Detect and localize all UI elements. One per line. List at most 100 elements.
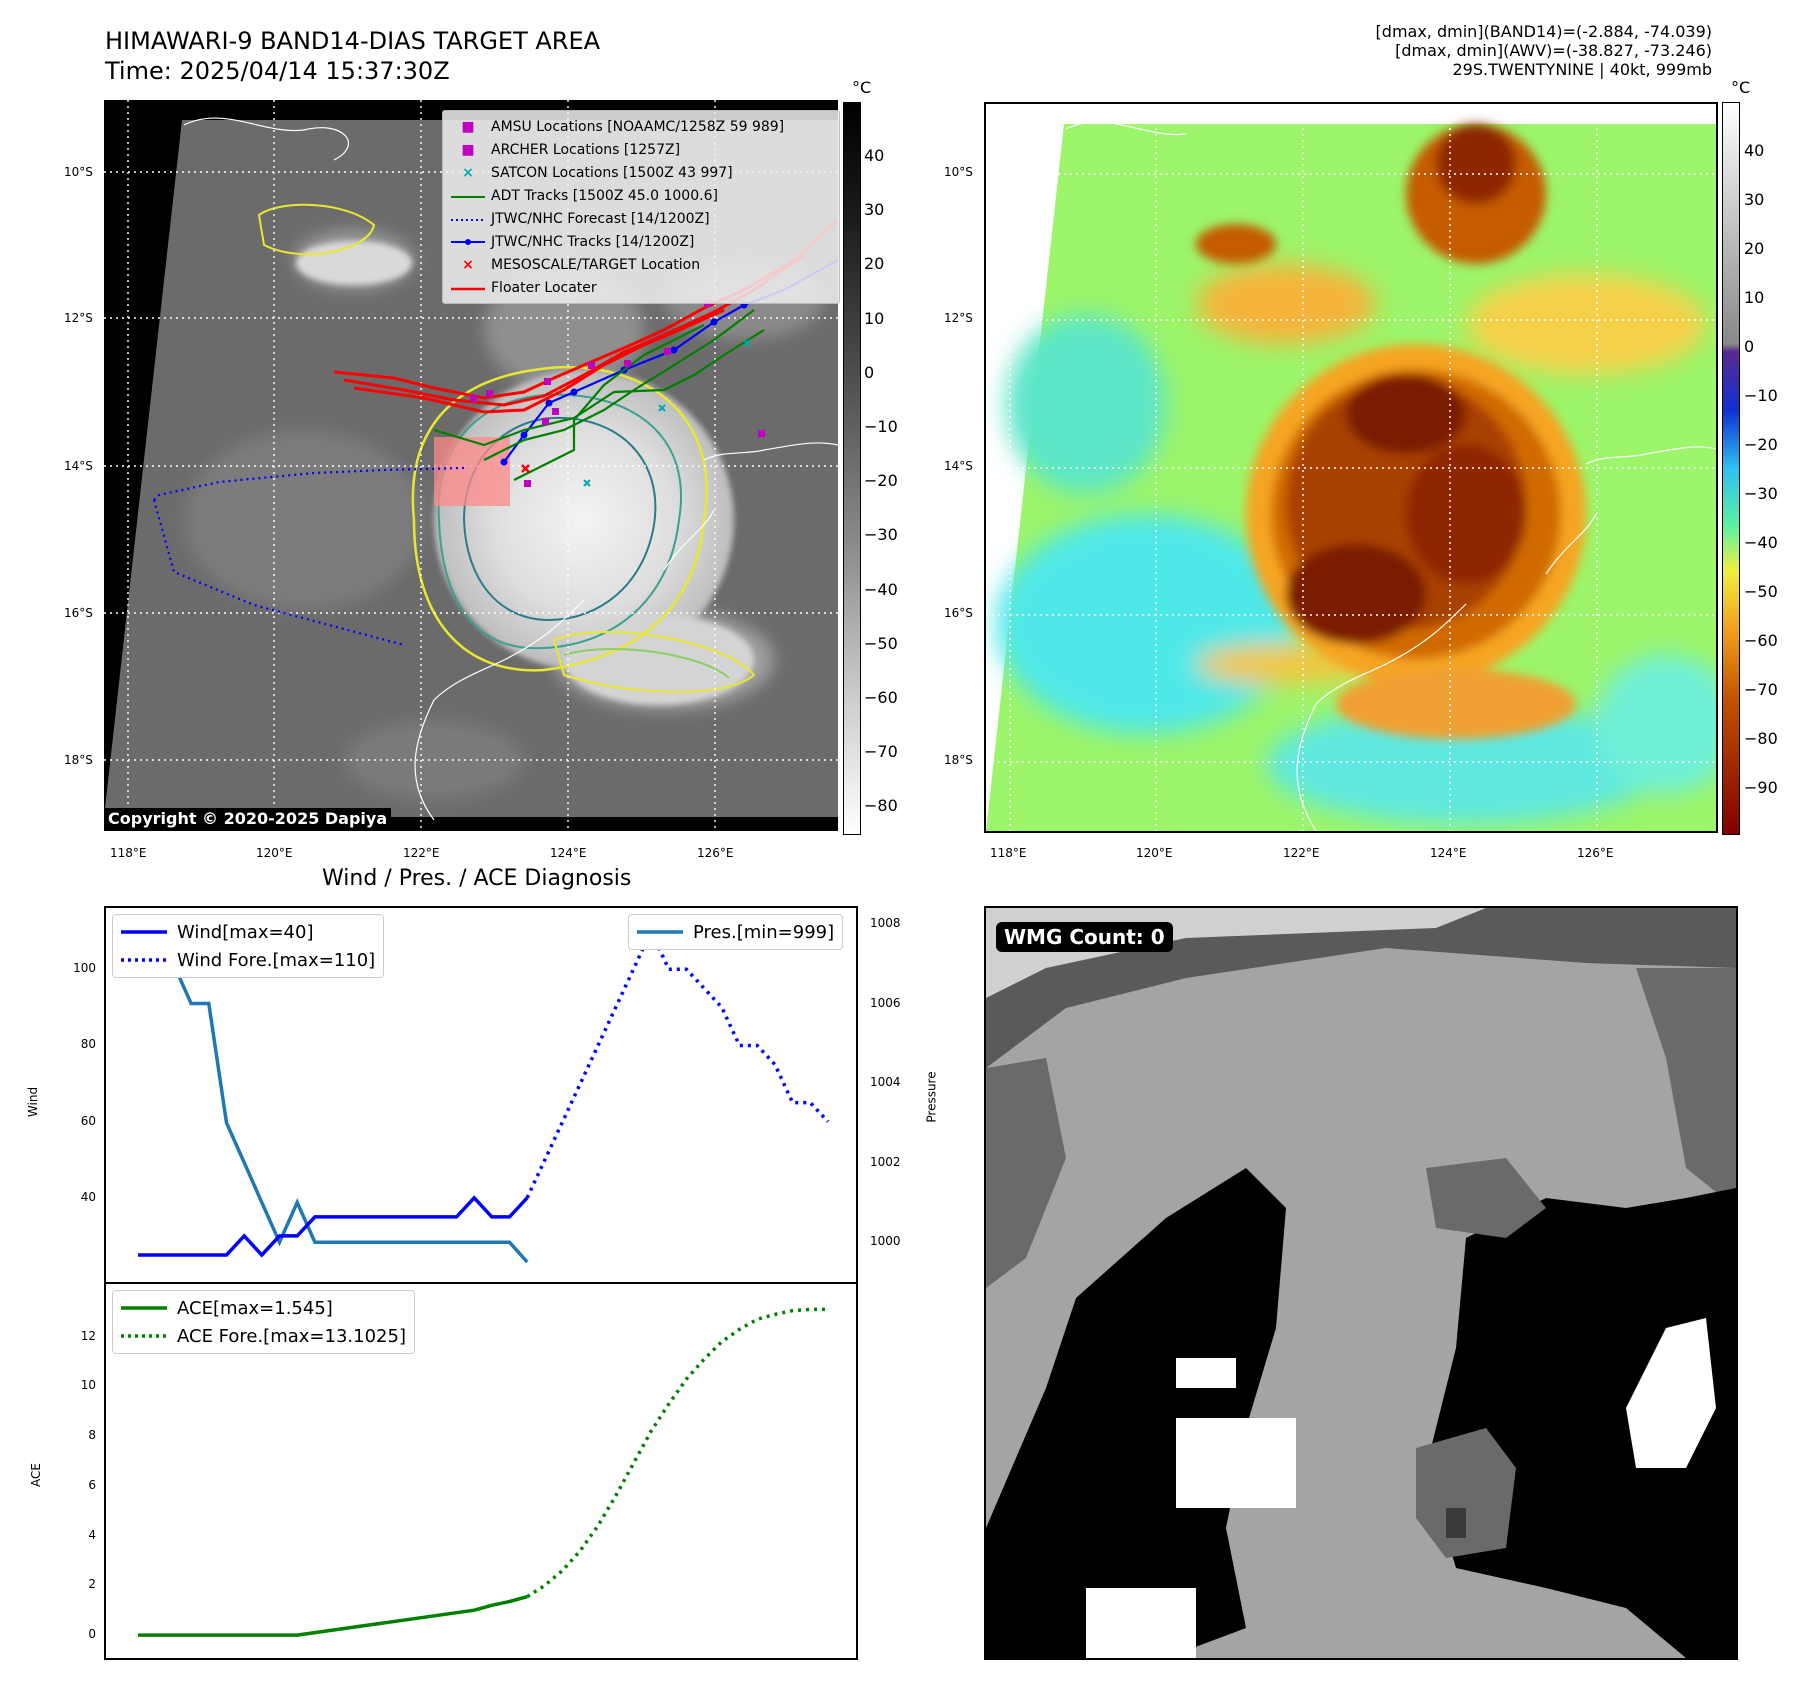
lat-label: 10°S [64,165,93,179]
lat-label: 16°S [64,606,93,620]
color-colorbar [1722,102,1740,835]
axis-tick-label: 8 [88,1428,96,1443]
axis-tick-label: 1002 [870,1154,901,1169]
colorbar-tick-label: 10 [864,308,885,328]
wind-ylabel: Wind [26,1086,41,1118]
colorbar-tick-label: 30 [864,200,885,220]
lat-label: 18°S [64,753,93,767]
legend-wind: Wind[max=40] [177,921,314,943]
legend-ace-forecast: ACE Fore.[max=13.1025] [177,1325,406,1347]
axis-tick-label: 2 [88,1577,96,1592]
ace-ylabel: ACE [28,1463,43,1487]
colorbar-tick-label: 30 [1744,190,1765,209]
lat-label: 14°S [64,459,93,473]
color-map-panel [984,102,1718,833]
ace-legend: ACE[max=1.545] ACE Fore.[max=13.1025] [112,1290,415,1354]
colorbar-tick-label: −20 [1744,435,1778,454]
axis-tick-label: 0 [88,1627,96,1642]
lon-label: 118°E [990,846,1027,860]
axis-tick-label: 80 [80,1037,96,1052]
color-map-svg [986,104,1716,831]
legend-adt: ADT Tracks [1500Z 45.0 1000.6] [451,187,718,204]
legend-amsu: ■ AMSU Locations [NOAAMC/1258Z 59 989] [461,118,785,135]
series-line [525,927,830,1199]
wmg-panel [984,906,1738,1660]
colorbar-tick-label: −40 [864,579,898,599]
figure-title: HIMAWARI-9 BAND14-DIAS TARGET AREA Time:… [105,27,601,85]
lon-label: 120°E [1136,846,1173,860]
colorbar-tick-label: 0 [1744,337,1755,356]
cold-cloud-tops [1196,124,1586,739]
legend-pressure: Pres.[min=999] [693,921,835,943]
colorbar-tick-label: 10 [1744,288,1765,307]
target-area-box [434,437,510,506]
colorbar-tick-label: −60 [864,688,898,707]
colorbar-tick-label: −30 [1744,484,1778,503]
lat-label: 12°S [944,311,973,325]
color-colorbar-unit: °C [1731,78,1751,97]
legend-floater: Floater Locater [451,279,597,296]
lon-label: 118°E [110,846,147,860]
lat-label: 18°S [944,753,973,767]
lon-label: 126°E [697,846,734,860]
lat-label: 12°S [64,311,93,325]
adt-tracks [433,309,765,481]
wind-legend: Wind[max=40] Wind Fore.[max=110] [112,914,385,978]
colorbar-tick-label: 20 [1744,239,1765,258]
axis-tick-label: 40 [80,1189,96,1204]
lat-label: 10°S [944,165,973,179]
lon-label: 120°E [256,846,293,860]
gray-colorbar [843,102,861,835]
satcon-locations [583,339,751,487]
gray-colorbar-unit: °C [852,78,872,97]
legend-mesoscale: × MESOSCALE/TARGET Location [462,256,701,273]
pressure-legend: Pres.[min=999] [628,914,844,950]
mesoscale-target-marker [521,464,530,473]
colorbar-tick-label: 0 [864,362,875,382]
colorbar-tick-label: 40 [1744,141,1765,160]
colorbar-tick-label: −80 [1744,729,1778,748]
color-gridlines [986,104,1716,831]
axis-tick-label: 10 [80,1378,96,1393]
axis-tick-label: 100 [73,961,96,976]
lon-label: 122°E [1283,846,1320,860]
stats-text: [dmax, dmin](BAND14)=(-2.884, -74.039) [… [1375,22,1712,79]
background-fields [996,264,1716,824]
colorbar-tick-label: −90 [1744,778,1778,797]
colorbar-tick-label: −20 [864,471,898,491]
lon-label: 122°E [403,846,440,860]
axis-tick-label: 1004 [870,1075,901,1090]
lat-label: 14°S [944,459,973,473]
colorbar-tick-label: 20 [864,254,885,274]
colorbar-tick-label: −80 [864,796,898,816]
colorbar-tick-label: −10 [864,417,898,436]
legend-satcon: × SATCON Locations [1500Z 43 997] [462,164,733,181]
lat-label: 16°S [944,606,973,620]
pressure-ylabel: Pressure [924,1071,939,1123]
wmg-count-badge: WMG Count: 0 [996,922,1173,952]
axis-tick-label: 1000 [870,1234,901,1249]
wind-pressure-svg [136,923,830,1264]
lon-label: 124°E [1430,846,1467,860]
legend-jtwc-tracks: JTWC/NHC Tracks [14/1200Z] [451,230,831,253]
ace-svg [138,1307,829,1637]
axis-tick-label: 1008 [870,915,901,930]
legend-ace: ACE[max=1.545] [177,1297,333,1319]
axis-tick-label: 6 [88,1477,96,1492]
colorbar-tick-label: −30 [864,525,898,545]
series-line [138,1595,528,1637]
legend-jtwc-forecast: JTWC/NHC Forecast [14/1200Z] [451,210,710,227]
colorbar-tick-label: −70 [864,742,898,762]
lon-label: 126°E [1577,846,1614,860]
coastlines [183,117,838,821]
lon-label: 124°E [550,846,587,860]
axis-tick-label: 1006 [870,995,901,1010]
wmg-svg [986,908,1736,1658]
jtwc-forecast-track [153,466,465,501]
axis-tick-label: 60 [80,1113,96,1128]
series-line [526,1307,829,1599]
diagnosis-title: Wind / Pres. / ACE Diagnosis [322,866,632,891]
map-legend: ■ AMSU Locations [NOAAMC/1258Z 59 989] ■ A… [442,110,840,304]
wind-pressure-panel [104,906,858,1284]
colorbar-tick-label: −70 [1744,680,1778,699]
